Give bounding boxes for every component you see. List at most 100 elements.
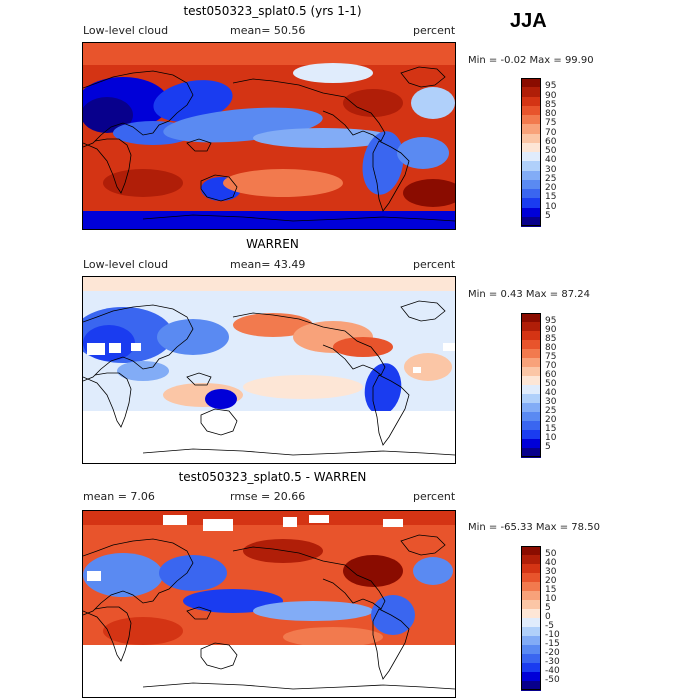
colorbar-cell [521, 564, 541, 574]
colorbar-cell [521, 672, 541, 682]
panel-2-colorbar: 95 90 85 80 75 70 60 50 40 30 25 20 15 10 5 [521, 313, 581, 458]
field-region [83, 411, 455, 463]
colorbar-cell [521, 340, 541, 350]
field-region [83, 43, 455, 65]
colorbar-cell [521, 555, 541, 565]
colorbar-label: 20 [545, 183, 557, 193]
map-canvas [83, 277, 455, 463]
colorbar-cell [521, 367, 541, 377]
colorbar-cell [521, 376, 541, 386]
panel-1-units-label: percent [413, 24, 456, 37]
coastline [232, 312, 386, 376]
colorbar-cell [521, 216, 541, 227]
coastline-group [83, 66, 455, 222]
field-region [443, 343, 455, 351]
coastline [400, 300, 446, 322]
colorbar-cell [521, 124, 541, 134]
field-region [397, 137, 449, 169]
field-region [364, 363, 402, 415]
field-region [413, 367, 421, 373]
colorbar-label: 90 [545, 90, 557, 101]
panel-2-mean-label: mean= 43.49 [230, 258, 306, 271]
coastline [83, 138, 132, 194]
colorbar-label: -30 [545, 657, 560, 667]
coastline [200, 174, 238, 202]
colorbar-label: -50 [545, 675, 560, 685]
field-region [233, 313, 313, 337]
field-region [157, 319, 229, 355]
coastline [372, 374, 410, 446]
field-region [103, 169, 183, 197]
colorbar-cell [521, 654, 541, 664]
coastline [83, 70, 194, 148]
panel-1-title: test050323_splat0.5 (yrs 1-1) [183, 4, 362, 18]
colorbar-cell [521, 412, 541, 422]
colorbar-cell [521, 645, 541, 655]
panel-3-map [82, 510, 456, 698]
field-region [109, 343, 121, 353]
colorbar-cell [521, 546, 541, 556]
panel-1-minmax: Min = -0.02 Max = 99.90 [468, 55, 594, 66]
coastline [142, 214, 455, 222]
colorbar-frame [521, 546, 541, 690]
colorbar-cell [521, 591, 541, 601]
colorbar-cell [521, 170, 541, 181]
field-region [83, 277, 455, 291]
colorbar-label: -15 [545, 639, 560, 649]
coastline [142, 682, 455, 690]
map-canvas [83, 43, 455, 229]
colorbar-cell [521, 313, 541, 323]
field-region [153, 80, 233, 122]
field-region [371, 595, 415, 635]
colorbar-label: 15 [545, 192, 557, 203]
field-region [243, 375, 363, 399]
field-region [333, 337, 393, 357]
colorbar-label: 70 [545, 127, 557, 138]
field-region [413, 557, 453, 585]
field-region [293, 63, 373, 83]
coastline [186, 372, 212, 386]
panel-2-map [82, 276, 456, 464]
coastline [400, 66, 446, 88]
colorbar-cell [521, 636, 541, 646]
field-region [87, 571, 101, 581]
field-region [131, 343, 141, 351]
colorbar-cell [521, 78, 541, 88]
colorbar-label: 40 [545, 388, 557, 398]
coastline [142, 448, 455, 456]
colorbar-cell [521, 582, 541, 592]
colorbar-cell [521, 394, 541, 404]
colorbar-cell [521, 439, 541, 449]
field-region [383, 519, 403, 527]
colorbar-frame [521, 78, 541, 226]
panel-3-mean-label: mean = 7.06 [83, 490, 155, 503]
colorbar-label: 5 [545, 442, 551, 452]
colorbar-cell [521, 609, 541, 619]
colorbar-cell [521, 663, 541, 673]
colorbar-label: 25 [545, 406, 557, 416]
field-region [103, 617, 183, 645]
colorbar-label: -10 [545, 630, 560, 640]
panel-1-colorbar: 95 90 85 80 75 70 60 50 40 30 25 20 15 10 5 [521, 78, 581, 227]
panel-3-title: test050323_splat0.5 - WARREN [178, 470, 367, 484]
colorbar-label: 15 [545, 585, 557, 595]
field-region [205, 389, 237, 409]
colorbar-label: 80 [545, 109, 557, 119]
colorbar-label: 30 [545, 567, 557, 577]
colorbar-label: 75 [545, 352, 557, 362]
colorbar-cell [521, 681, 541, 691]
colorbar-label: 50 [545, 379, 557, 389]
field-region [283, 517, 297, 527]
colorbar-cell [521, 421, 541, 431]
coastline-group [83, 534, 455, 690]
colorbar-label: 25 [545, 173, 557, 184]
panel-3-rmse-label: rmse = 20.66 [230, 490, 306, 503]
colorbar-cell [521, 161, 541, 171]
panel-1-map [82, 42, 456, 230]
colorbar-cell [521, 179, 541, 190]
colorbar-label: 60 [545, 136, 557, 147]
field-region [411, 87, 455, 119]
colorbar-cell [521, 87, 541, 97]
field-region [223, 169, 343, 197]
colorbar-label: 5 [545, 603, 551, 613]
